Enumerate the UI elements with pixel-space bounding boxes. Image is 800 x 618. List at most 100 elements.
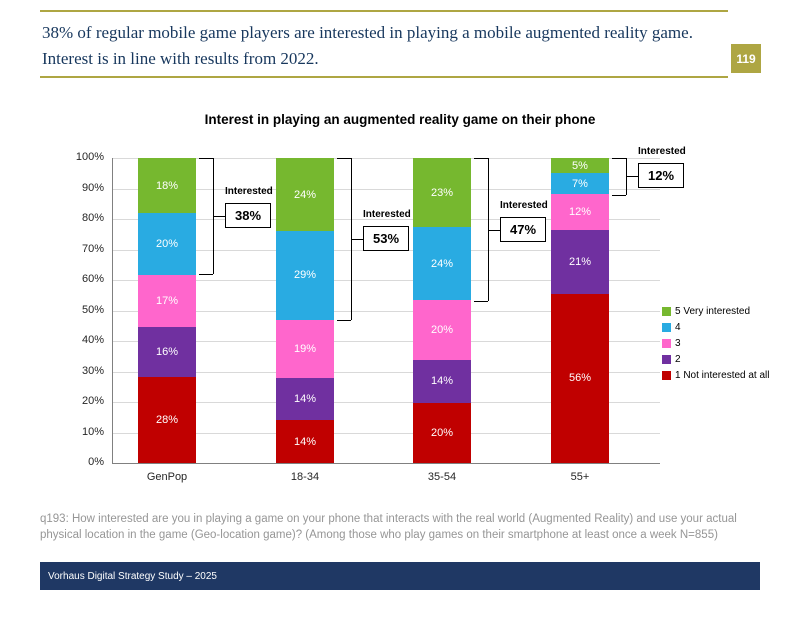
bar-segment-5-very-interested-genpop: 18% [138, 158, 196, 214]
gridline [112, 219, 660, 220]
slide-headline: 38% of regular mobile game players are i… [42, 23, 693, 69]
interested-label: Interested [225, 185, 273, 197]
x-axis-category-label: 18-34 [290, 471, 320, 483]
bar-value-label: 23% [430, 186, 454, 199]
footer-bar: Vorhaus Digital Strategy Study – 2025 [40, 562, 760, 590]
bracket-tick-top [474, 158, 488, 159]
y-axis-tick-label: 40% [81, 334, 104, 346]
legend-label: 3 [675, 338, 681, 349]
y-axis-tick-label: 50% [81, 303, 104, 316]
legend-swatch [662, 355, 671, 364]
bar-value-label: 7% [572, 177, 588, 190]
bracket-connector [351, 238, 363, 240]
headline-divider [40, 76, 728, 78]
bar-segment-1-not-interested-at-all-18-34: 14% [276, 420, 334, 463]
bar-segment-2-55: 21% [551, 230, 609, 294]
y-axis-tick-label: 90% [81, 181, 104, 194]
bar-segment-5-very-interested-55: 5% [551, 158, 609, 174]
legend-label: 4 [675, 322, 681, 333]
bar-segment-3-35-54: 20% [413, 299, 471, 361]
bar-segment-4-35-54: 24% [413, 227, 471, 300]
legend-swatch [662, 339, 671, 348]
gridline [112, 310, 660, 312]
y-axis-tick-label: 10% [81, 425, 104, 438]
bar-value-label: 20% [155, 238, 179, 251]
bar-segment-4-55: 7% [551, 173, 609, 195]
bar-value-label: 29% [293, 269, 317, 282]
bar-value-label: 5% [572, 159, 588, 172]
bar-value-label: 18% [155, 179, 179, 192]
bar-value-label: 16% [155, 346, 179, 359]
bar-value-label: 20% [430, 426, 454, 439]
bar-segment-1-not-interested-at-all-55: 56% [551, 293, 609, 463]
bar-segment-3-55: 12% [551, 194, 609, 231]
legend-swatch [662, 371, 671, 380]
gridline [112, 432, 660, 434]
y-axis-tick-label: 20% [81, 395, 104, 407]
bracket-connector [213, 215, 225, 217]
bar-value-label: 56% [568, 372, 592, 385]
bar-value-label: 17% [155, 295, 179, 308]
bar-segment-4-genpop: 20% [138, 213, 196, 276]
top-divider [40, 10, 728, 12]
bar-segment-2-35-54: 14% [413, 360, 471, 403]
interested-value-box: 53% [363, 225, 409, 251]
bracket-tick-top [199, 158, 213, 159]
y-axis-tick-label: 80% [81, 212, 104, 224]
bar-segment-1-not-interested-at-all-genpop: 28% [138, 376, 196, 463]
bar-value-label: 24% [430, 257, 454, 270]
y-axis-tick-label: 30% [81, 364, 104, 377]
legend-item-1-not-interested-at-all: 1 Not interested at all [662, 370, 770, 381]
y-axis-tick-label: 70% [81, 242, 104, 255]
bar-segment-3-genpop: 17% [138, 275, 196, 328]
x-axis-category-label: GenPop [146, 471, 188, 483]
y-axis-line [112, 158, 113, 463]
bar-segment-3-18-34: 19% [276, 319, 334, 378]
legend-label: 2 [675, 354, 681, 365]
x-axis-category-label: 35-54 [427, 471, 457, 483]
bar-value-label: 21% [568, 256, 592, 269]
interested-value-box: 47% [500, 216, 546, 242]
bracket-tick-bottom [337, 319, 351, 321]
bracket-connector [626, 176, 638, 178]
bar-value-label: 19% [293, 342, 317, 355]
gridline [112, 280, 660, 281]
legend-label: 5 Very interested [675, 306, 751, 317]
bar-value-label: 14% [430, 375, 454, 388]
legend-item-4: 4 [662, 322, 770, 333]
y-axis-tick-label: 0% [88, 456, 104, 468]
bar-segment-1-not-interested-at-all-35-54: 20% [413, 402, 471, 463]
legend-swatch [662, 307, 671, 316]
legend-item-5-very-interested: 5 Very interested [662, 306, 770, 317]
legend-item-2: 2 [662, 354, 770, 365]
bar-value-label: 12% [568, 206, 592, 219]
bracket-tick-bottom [474, 301, 488, 303]
bar-segment-5-very-interested-18-34: 24% [276, 158, 334, 232]
legend-item-3: 3 [662, 338, 770, 349]
bar-value-label: 28% [155, 413, 179, 426]
interested-value-box: 12% [638, 163, 684, 189]
bracket-connector [488, 229, 500, 231]
survey-footnote: q193: How interested are you in playing … [40, 513, 737, 541]
bar-segment-4-18-34: 29% [276, 231, 334, 320]
bar-segment-2-genpop: 16% [138, 327, 196, 377]
page-number-badge: 119 [731, 44, 761, 73]
y-axis-tick-label: 100% [75, 151, 104, 163]
footer-label: Vorhaus Digital Strategy Study – 2025 [48, 570, 217, 582]
bracket-tick-top [612, 158, 626, 159]
bracket-tick-bottom [612, 194, 626, 196]
legend-swatch [662, 323, 671, 332]
bar-segment-2-18-34: 14% [276, 377, 334, 421]
bar-value-label: 14% [293, 392, 317, 405]
chart-title: Interest in playing an augmented reality… [204, 112, 596, 127]
legend-label: 1 Not interested at all [675, 370, 770, 381]
interested-label: Interested [638, 146, 686, 158]
interested-value-box: 38% [225, 202, 271, 228]
gridline [112, 341, 660, 342]
y-axis-tick-label: 60% [81, 273, 104, 285]
gridline [112, 188, 660, 190]
interested-label: Interested [500, 199, 548, 211]
bar-segment-5-very-interested-35-54: 23% [413, 158, 471, 228]
